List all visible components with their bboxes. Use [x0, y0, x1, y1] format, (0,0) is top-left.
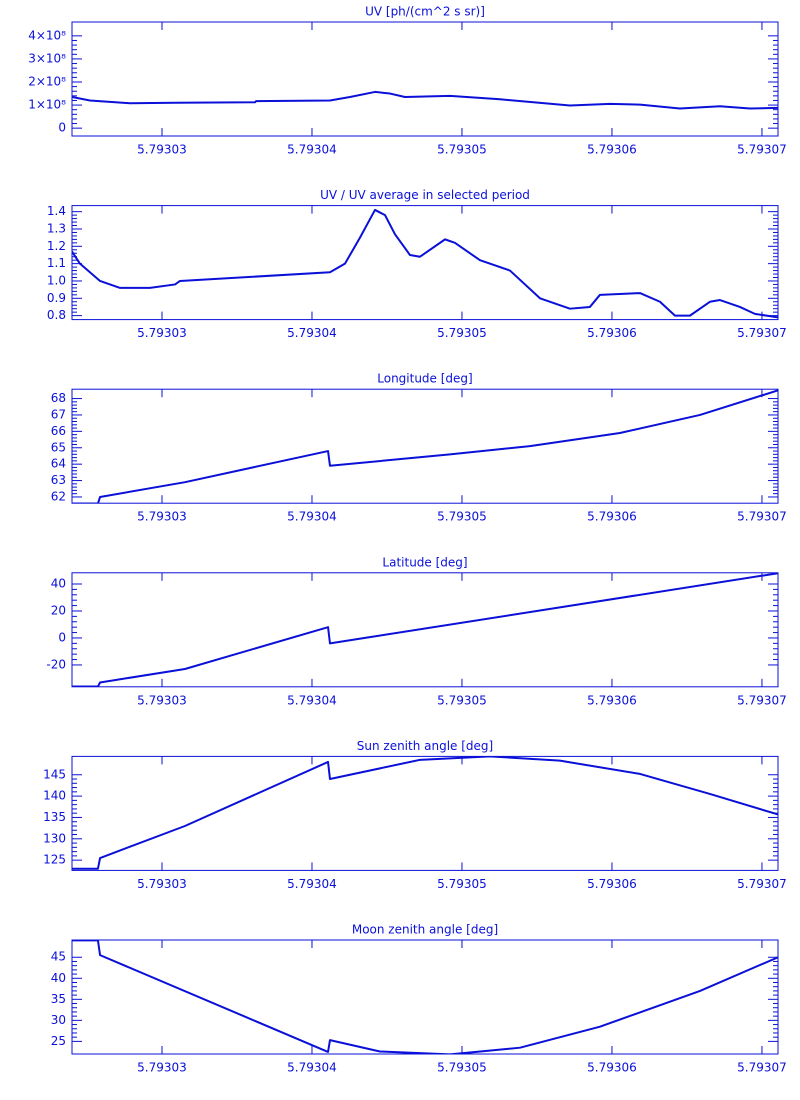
- y-tick-label: 63: [51, 473, 66, 487]
- x-tick-label: 5.79306: [587, 326, 637, 340]
- x-tick-label: 5.79306: [587, 510, 637, 524]
- x-tick-label: 5.79307: [737, 693, 787, 707]
- x-tick-label: 5.79307: [737, 1061, 787, 1075]
- x-tick-label: 5.79306: [587, 143, 637, 157]
- x-tick-label: 5.79307: [737, 326, 787, 340]
- data-line: [72, 940, 778, 1054]
- y-tick-label: 20: [51, 603, 66, 617]
- y-tick-label: 2×10⁸: [28, 75, 66, 89]
- data-line: [72, 572, 778, 687]
- x-tick-label: 5.79303: [137, 693, 187, 707]
- y-tick-label: 45: [51, 950, 66, 964]
- y-tick-label: 145: [43, 767, 66, 781]
- x-tick-label: 5.79303: [137, 877, 187, 891]
- y-tick-label: 67: [51, 407, 66, 421]
- y-tick-label: 62: [51, 489, 66, 503]
- data-line: [72, 208, 778, 319]
- x-tick-label: 5.79303: [137, 1061, 187, 1075]
- y-tick-label: 40: [51, 971, 66, 985]
- y-tick-label: 135: [43, 810, 66, 824]
- y-tick-label: 1.4: [47, 204, 66, 218]
- y-tick-label: 0.8: [47, 308, 66, 322]
- data-line: [72, 756, 778, 870]
- x-tick-label: 5.79304: [287, 326, 337, 340]
- x-tick-label: 5.79307: [737, 143, 787, 157]
- data-line: [72, 90, 778, 110]
- data-line: [72, 389, 778, 504]
- y-tick-label: 0.9: [47, 291, 66, 305]
- x-tick-label: 5.79305: [437, 877, 487, 891]
- chart-title: Moon zenith angle [deg]: [352, 923, 498, 937]
- y-tick-label: 4×10⁸: [28, 28, 66, 42]
- x-tick-label: 5.79303: [137, 143, 187, 157]
- chart-title: Sun zenith angle [deg]: [357, 739, 493, 753]
- y-tick-label: 65: [51, 440, 66, 454]
- y-tick-label: 0: [58, 121, 66, 135]
- y-tick-label: 1.0: [47, 273, 66, 287]
- y-tick-label: 0: [58, 630, 66, 644]
- x-tick-label: 5.79304: [287, 143, 337, 157]
- y-tick-label: 140: [43, 789, 66, 803]
- x-tick-label: 5.79305: [437, 693, 487, 707]
- y-tick-label: 1.3: [47, 221, 66, 235]
- y-tick-label: 68: [51, 391, 66, 405]
- plot-frame: [71, 21, 779, 137]
- plot-frame: [71, 939, 779, 1055]
- y-tick-label: 3×10⁸: [28, 51, 66, 65]
- y-tick-label: 1×10⁸: [28, 98, 66, 112]
- x-tick-label: 5.79305: [437, 510, 487, 524]
- plot-frame: [71, 755, 779, 871]
- y-tick-label: 35: [51, 992, 66, 1006]
- x-tick-label: 5.79303: [137, 510, 187, 524]
- x-tick-label: 5.79304: [287, 693, 337, 707]
- y-tick-label: 1.2: [47, 239, 66, 253]
- x-tick-label: 5.79306: [587, 693, 637, 707]
- x-tick-label: 5.79305: [437, 143, 487, 157]
- y-tick-label: -20: [46, 657, 66, 671]
- x-tick-label: 5.79306: [587, 1061, 637, 1075]
- x-tick-label: 5.79306: [587, 877, 637, 891]
- x-tick-label: 5.79305: [437, 1061, 487, 1075]
- chart-title: UV [ph/(cm^2 s sr)]: [365, 5, 485, 19]
- chart-title: UV / UV average in selected period: [320, 188, 530, 202]
- y-tick-label: 40: [51, 576, 66, 590]
- chart-title: Longitude [deg]: [377, 372, 472, 386]
- y-tick-label: 1.1: [47, 256, 66, 270]
- x-tick-label: 5.79304: [287, 877, 337, 891]
- x-tick-label: 5.79304: [287, 510, 337, 524]
- y-tick-label: 64: [51, 457, 66, 471]
- x-tick-label: 5.79305: [437, 326, 487, 340]
- chart-title: Latitude [deg]: [382, 555, 467, 569]
- x-tick-label: 5.79303: [137, 326, 187, 340]
- y-tick-label: 30: [51, 1013, 66, 1027]
- x-tick-label: 5.79307: [737, 877, 787, 891]
- x-tick-label: 5.79307: [737, 510, 787, 524]
- y-tick-label: 125: [43, 853, 66, 867]
- plot-frame: [71, 572, 779, 688]
- y-tick-label: 130: [43, 831, 66, 845]
- y-tick-label: 66: [51, 424, 66, 438]
- x-tick-label: 5.79304: [287, 1061, 337, 1075]
- y-tick-label: 25: [51, 1034, 66, 1048]
- plot-frame: [71, 388, 779, 504]
- plot-frame: [71, 205, 779, 321]
